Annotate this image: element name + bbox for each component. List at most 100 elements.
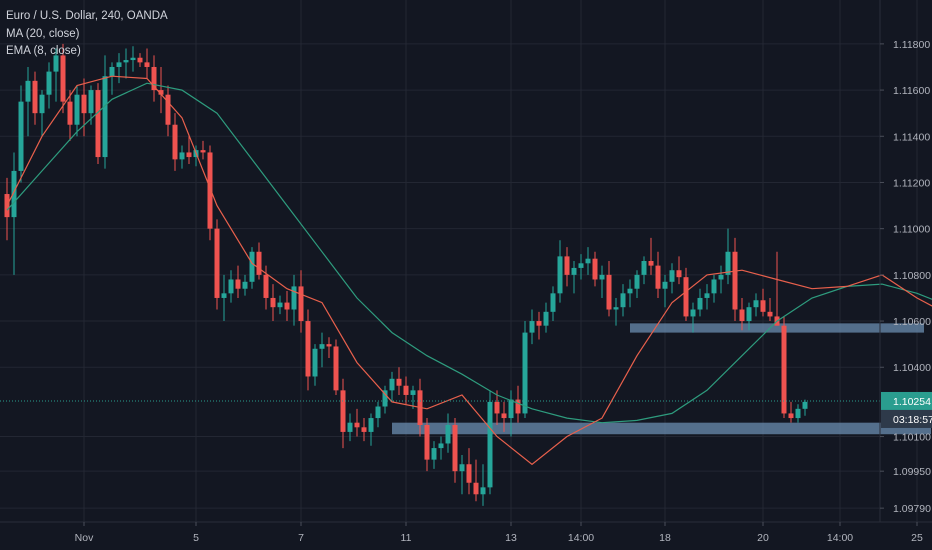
candle-up <box>718 274 724 280</box>
candle-up <box>529 321 535 333</box>
candle-down <box>207 152 213 229</box>
candle-up <box>725 251 731 275</box>
candle-down <box>564 256 570 275</box>
candle-up <box>557 256 563 294</box>
candle-up <box>130 57 136 61</box>
candle-up <box>550 293 556 312</box>
time-axis[interactable]: Nov 5 7 11 13 14:00 18 20 14:00 25 <box>75 522 923 544</box>
time-tick-label: 11 <box>401 532 412 544</box>
candle-down <box>270 297 276 308</box>
price-tick-label: 1.10100 <box>893 432 931 444</box>
candle-up <box>746 307 752 322</box>
candle-up <box>578 263 584 268</box>
candle-down <box>326 344 332 347</box>
candle-up <box>669 270 675 282</box>
price-tick-label: 1.11200 <box>893 177 930 189</box>
time-tick-label: 13 <box>505 532 517 544</box>
current-price-label: 1.10254 <box>893 396 931 408</box>
candle-up <box>508 399 514 419</box>
candle-down <box>732 251 738 310</box>
candle-down <box>333 346 339 391</box>
time-tick-label: 7 <box>298 532 304 544</box>
time-tick-label: 14:00 <box>568 532 594 544</box>
candle-up <box>487 401 493 488</box>
candle-down <box>396 378 402 386</box>
time-tick-label: Nov <box>75 532 94 544</box>
candle-down <box>466 464 472 483</box>
candle-down <box>32 80 38 114</box>
candle-up <box>319 344 325 349</box>
candle-up <box>39 94 45 114</box>
price-tick-label: 1.11800 <box>893 39 930 51</box>
candle-up <box>802 401 808 409</box>
time-tick-label: 20 <box>757 532 769 544</box>
support-resistance-zones <box>392 323 931 435</box>
candle-down <box>676 270 682 278</box>
candle-down <box>452 424 458 472</box>
candle-down <box>95 90 101 158</box>
candle-up <box>277 302 283 308</box>
candle-up <box>375 406 381 419</box>
candle-down <box>648 261 654 266</box>
candle-down <box>165 94 171 125</box>
zone-rect <box>392 422 931 435</box>
candle-up <box>634 274 640 289</box>
candle-up <box>291 286 297 310</box>
time-tick-label: 25 <box>911 532 923 544</box>
candle-down <box>305 321 311 377</box>
candle-up <box>242 281 248 289</box>
candle-up <box>641 261 647 275</box>
candle-down <box>501 413 507 419</box>
candle-up <box>543 311 549 326</box>
candle-down <box>354 422 360 428</box>
price-tick-label: 1.09790 <box>893 503 931 515</box>
candle-down <box>256 251 262 275</box>
candle-up <box>620 293 626 308</box>
candle-up <box>11 170 17 218</box>
candle-up <box>228 279 234 294</box>
ema-legend[interactable]: EMA (8, close) <box>6 45 81 57</box>
candle-down <box>655 265 661 289</box>
candle-up <box>585 258 591 264</box>
chart-grid <box>0 0 918 522</box>
time-tick-label: 14:00 <box>827 532 853 544</box>
symbol-title[interactable]: Euro / U.S. Dollar, 240, OANDA <box>6 10 168 22</box>
candle-up <box>88 90 94 114</box>
price-tick-label: 1.11000 <box>893 224 930 236</box>
candle-up <box>438 443 444 449</box>
price-axis[interactable]: 1.11800 1.11600 1.11400 1.11200 1.11000 1.108… <box>880 39 931 515</box>
candle-up <box>382 390 388 407</box>
candle-down <box>151 66 157 91</box>
candle-up <box>459 464 465 472</box>
candle-up <box>249 251 255 282</box>
candle-down <box>284 302 290 310</box>
time-tick-label: 5 <box>193 532 199 544</box>
countdown-label: 03:18:57 <box>893 414 932 426</box>
countdown-badge <box>881 409 932 428</box>
price-tick-label: 1.11600 <box>893 85 930 97</box>
candle-up <box>179 152 185 160</box>
price-tick-label: 1.11400 <box>893 131 930 143</box>
candle-up <box>690 309 696 317</box>
ema-8-line <box>6 75 932 466</box>
candle-up <box>795 408 801 419</box>
candle-down <box>739 309 745 322</box>
ma-legend[interactable]: MA (20, close) <box>6 27 80 40</box>
candle-down <box>592 258 598 280</box>
candle-up <box>123 60 129 63</box>
candle-down <box>606 274 612 310</box>
candle-down <box>473 482 479 495</box>
candle-up <box>613 307 619 310</box>
candle-down <box>60 55 66 102</box>
zone-rect <box>630 323 924 333</box>
candle-up <box>599 274 605 280</box>
candle-up <box>102 76 108 158</box>
candle-down <box>781 325 787 414</box>
candle-down <box>760 300 766 312</box>
candle-up <box>480 487 486 495</box>
candle-down <box>494 401 500 414</box>
candle-up <box>711 279 717 294</box>
candle-down <box>788 413 794 419</box>
candle-down <box>67 101 73 125</box>
